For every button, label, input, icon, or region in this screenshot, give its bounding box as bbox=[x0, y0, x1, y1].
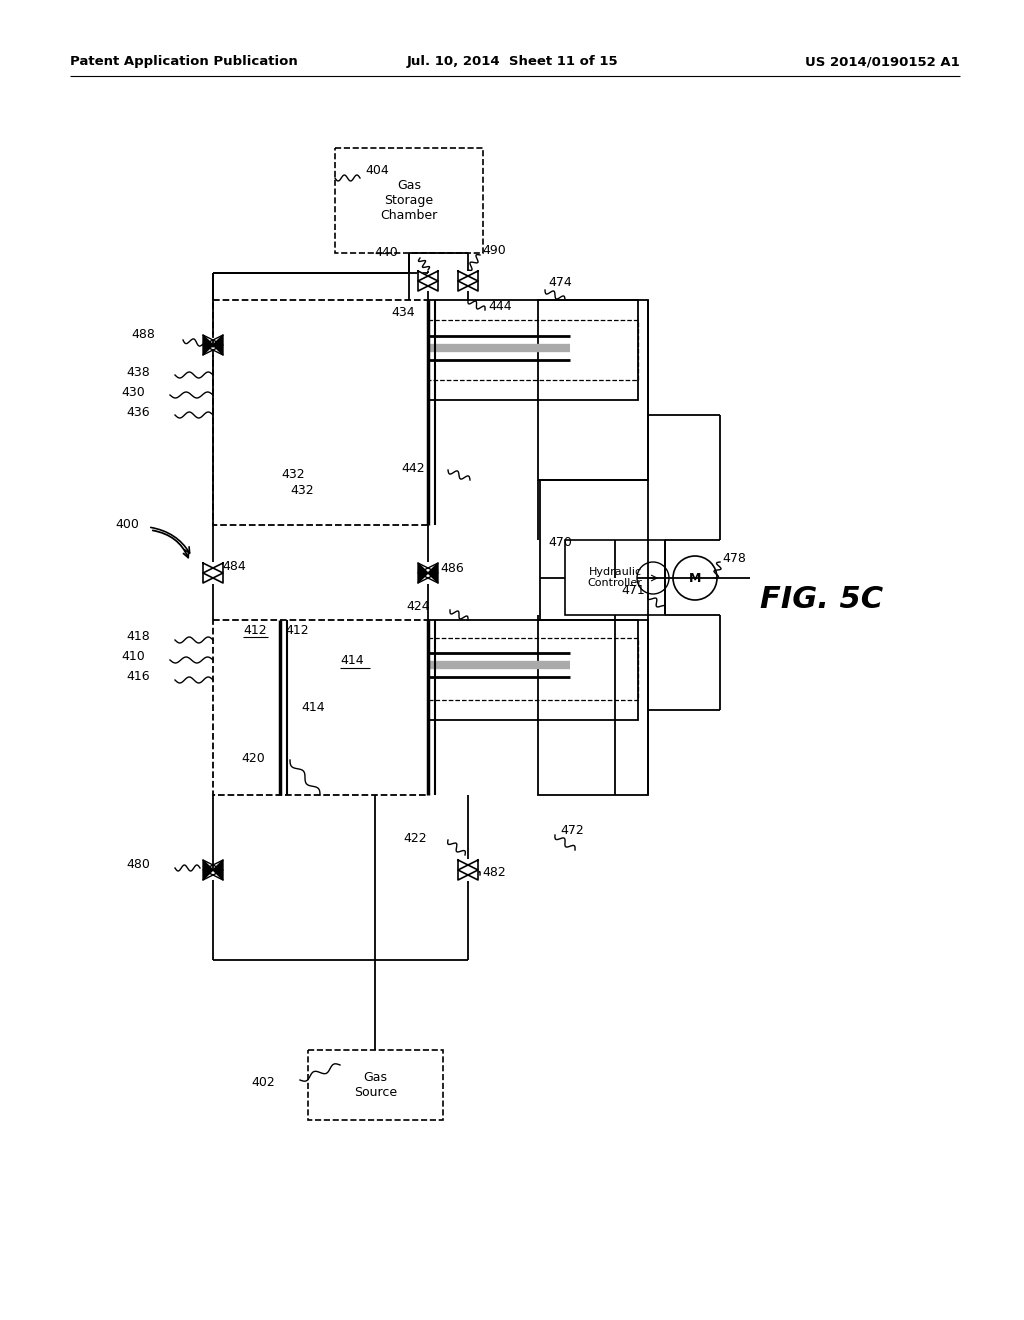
Polygon shape bbox=[458, 861, 478, 880]
Text: 432: 432 bbox=[282, 469, 305, 482]
Text: 422: 422 bbox=[403, 832, 427, 845]
Text: 490: 490 bbox=[482, 243, 506, 256]
Bar bbox=[428, 620, 638, 719]
Text: 434: 434 bbox=[391, 306, 415, 319]
Text: 420: 420 bbox=[242, 751, 265, 764]
Text: Jul. 10, 2014  Sheet 11 of 15: Jul. 10, 2014 Sheet 11 of 15 bbox=[407, 55, 617, 69]
Text: 412: 412 bbox=[243, 623, 266, 636]
Text: 471: 471 bbox=[622, 583, 645, 597]
Polygon shape bbox=[213, 861, 223, 880]
Bar bbox=[538, 300, 648, 480]
Polygon shape bbox=[458, 271, 478, 290]
Text: 440: 440 bbox=[374, 247, 398, 260]
Text: Patent Application Publication: Patent Application Publication bbox=[70, 55, 298, 69]
Text: 400: 400 bbox=[115, 519, 139, 532]
Text: 418: 418 bbox=[126, 631, 150, 644]
Text: 444: 444 bbox=[488, 301, 512, 314]
Text: 404: 404 bbox=[365, 164, 389, 177]
Text: 410: 410 bbox=[121, 651, 145, 664]
Text: 412: 412 bbox=[285, 623, 308, 636]
Text: 432: 432 bbox=[290, 483, 313, 496]
Text: Hydraulic
Controller: Hydraulic Controller bbox=[588, 566, 642, 589]
Text: FIG. 5C: FIG. 5C bbox=[760, 586, 883, 615]
Text: 482: 482 bbox=[482, 866, 506, 879]
Text: 486: 486 bbox=[440, 561, 464, 574]
Polygon shape bbox=[418, 564, 428, 583]
Polygon shape bbox=[428, 564, 438, 583]
Text: 442: 442 bbox=[401, 462, 425, 474]
Bar bbox=[308, 1049, 443, 1119]
Text: 430: 430 bbox=[121, 385, 145, 399]
Text: 424: 424 bbox=[407, 601, 430, 614]
Text: 472: 472 bbox=[560, 824, 584, 837]
Text: 480: 480 bbox=[126, 858, 150, 871]
Text: US 2014/0190152 A1: US 2014/0190152 A1 bbox=[805, 55, 961, 69]
Bar bbox=[213, 300, 428, 525]
Polygon shape bbox=[203, 861, 213, 880]
Text: M: M bbox=[689, 572, 701, 585]
Polygon shape bbox=[203, 564, 223, 583]
Text: 414: 414 bbox=[301, 701, 325, 714]
Polygon shape bbox=[458, 271, 478, 290]
Text: Gas
Source: Gas Source bbox=[354, 1071, 397, 1100]
Text: 474: 474 bbox=[548, 276, 571, 289]
Polygon shape bbox=[213, 335, 223, 355]
Bar bbox=[213, 620, 428, 795]
Polygon shape bbox=[203, 335, 213, 355]
Text: 484: 484 bbox=[222, 561, 246, 573]
Bar bbox=[428, 638, 638, 700]
Text: 416: 416 bbox=[126, 671, 150, 684]
Polygon shape bbox=[418, 271, 438, 290]
Text: 438: 438 bbox=[126, 366, 150, 379]
Polygon shape bbox=[203, 564, 223, 583]
Polygon shape bbox=[418, 271, 438, 290]
Text: 470: 470 bbox=[548, 536, 571, 549]
Bar bbox=[335, 148, 483, 253]
Text: 436: 436 bbox=[126, 405, 150, 418]
Bar bbox=[428, 319, 638, 380]
Text: Gas
Storage
Chamber: Gas Storage Chamber bbox=[380, 180, 437, 222]
Text: 488: 488 bbox=[131, 329, 155, 342]
Bar bbox=[428, 300, 638, 400]
Text: 402: 402 bbox=[251, 1077, 275, 1089]
Text: 414: 414 bbox=[340, 653, 364, 667]
Bar bbox=[538, 620, 648, 795]
Text: 478: 478 bbox=[722, 552, 745, 565]
Polygon shape bbox=[458, 861, 478, 880]
Bar bbox=[565, 540, 665, 615]
